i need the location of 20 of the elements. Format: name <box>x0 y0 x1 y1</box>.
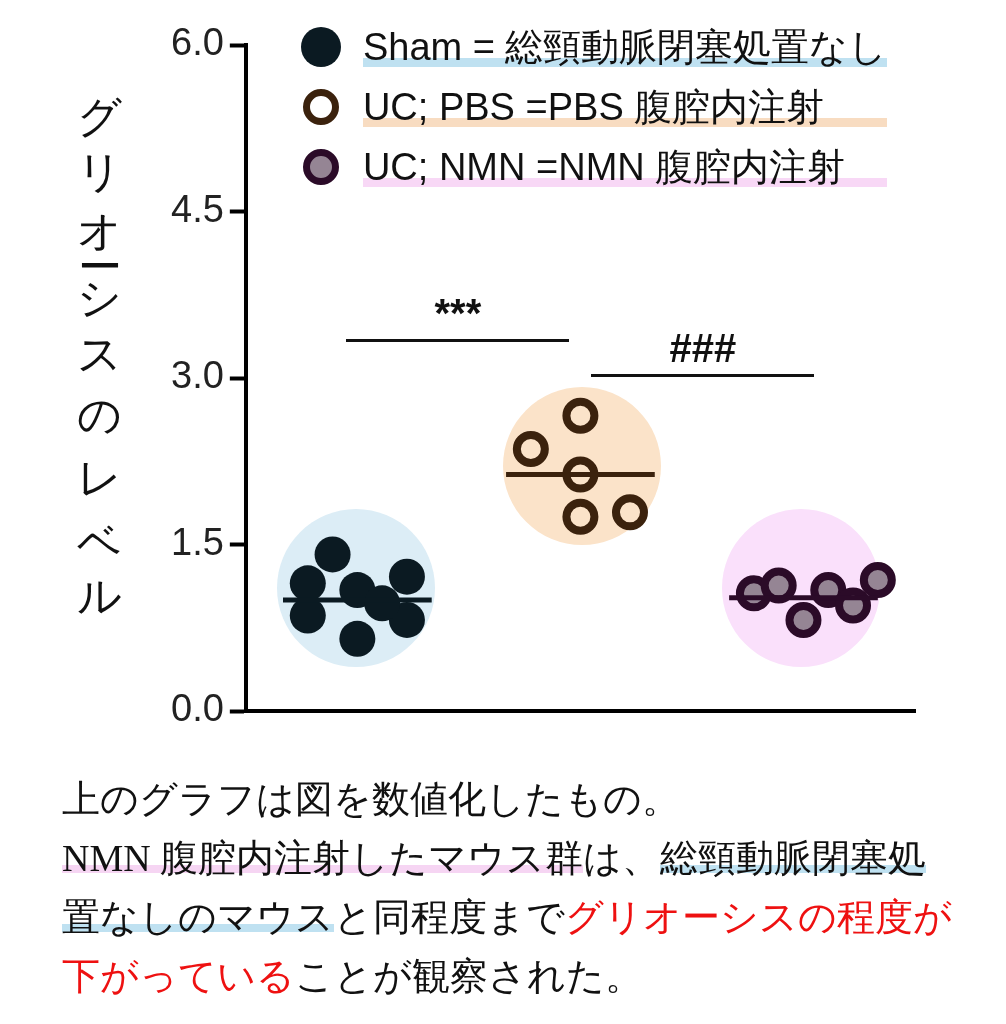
y-tick-label: 1.5 <box>171 520 224 563</box>
y-axis-title: グリオーシスのレベル <box>76 63 126 612</box>
text: は、 <box>583 837 661 879</box>
y-tick-label: 6.0 <box>171 21 224 64</box>
text: 上のグラフは図を数値化したもの。 <box>62 778 680 820</box>
annotation: ### <box>669 325 737 370</box>
text: 下がっている <box>62 955 295 997</box>
y-tick-label: 3.0 <box>171 354 224 397</box>
y-tick-label: 4.5 <box>171 187 224 230</box>
text: と同程度まで <box>334 896 565 938</box>
text: グリオーシスの程度が <box>565 896 952 938</box>
annotation: *** <box>434 290 482 335</box>
text: 置なしのマウス <box>62 896 334 938</box>
legend-label: Sham = 総頸動脈閉塞処置なし <box>362 25 888 69</box>
text: ことが観察された。 <box>295 955 643 997</box>
legend-label: UC; NMN =NMN 腹腔内注射 <box>362 145 888 189</box>
text: 総頸動脈閉塞処 <box>660 837 927 879</box>
text: NMN 腹腔内注射したマウス群 <box>62 837 584 879</box>
y-tick-label: 0.0 <box>171 687 224 730</box>
legend-label: UC; PBS =PBS 腹腔内注射 <box>362 85 888 129</box>
